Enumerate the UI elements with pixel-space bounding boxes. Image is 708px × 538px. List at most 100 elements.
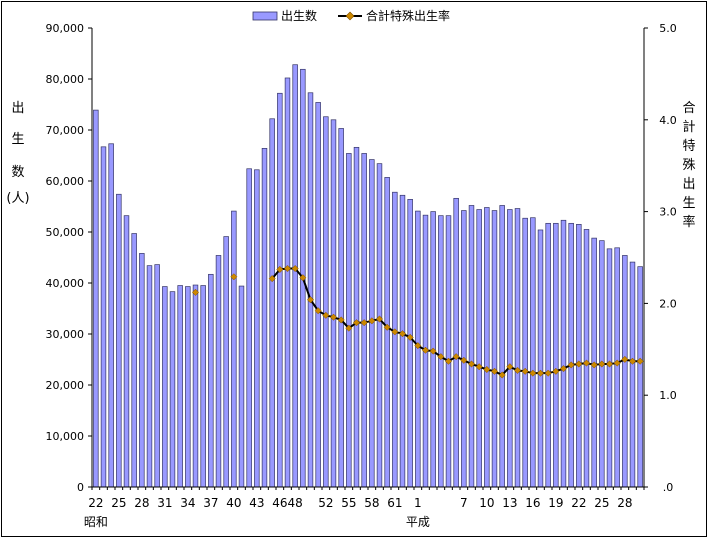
rate-point	[230, 273, 238, 281]
x-tick-label: 52	[318, 496, 333, 510]
rate-point	[559, 365, 568, 373]
rate-point	[375, 315, 384, 323]
legend-bar-swatch	[252, 11, 278, 21]
bar	[392, 191, 398, 488]
line-series	[191, 264, 644, 379]
bar	[323, 116, 329, 488]
bar	[292, 64, 298, 488]
rate-point	[483, 365, 491, 374]
bar	[583, 229, 590, 488]
y-right-axis-label: 特	[682, 139, 695, 154]
x-tick-label: 31	[157, 496, 172, 510]
rate-point	[299, 274, 307, 282]
bar	[177, 285, 183, 488]
y-right-tick-label: .0	[663, 481, 674, 494]
bar	[622, 255, 628, 488]
x-tick-label: 25	[594, 496, 609, 510]
bar	[131, 233, 137, 488]
x-tick-label: 22	[88, 496, 103, 510]
bar	[139, 253, 145, 488]
bar	[407, 199, 413, 488]
y-left-tick-label: 20,000	[46, 379, 85, 392]
bar	[445, 215, 452, 488]
rate-point	[529, 369, 537, 377]
rate-point	[567, 361, 575, 369]
rate-point	[337, 316, 345, 324]
x-tick-label: 19	[548, 496, 563, 510]
bar	[123, 215, 130, 488]
y-right-tick-label: 1.0	[659, 389, 677, 402]
rate-point	[329, 313, 338, 321]
x-tick-label: 13	[502, 496, 517, 510]
rate-point	[498, 371, 506, 379]
rate-point	[590, 361, 598, 369]
bar	[606, 248, 613, 488]
bar	[223, 236, 229, 488]
rate-point	[306, 296, 315, 304]
bar	[507, 209, 513, 488]
x-tick-label: 46	[272, 496, 287, 510]
rate-point	[444, 357, 453, 365]
bar	[208, 273, 214, 488]
bar	[346, 153, 352, 488]
bar	[254, 169, 260, 488]
rate-point	[314, 307, 322, 315]
bar	[476, 209, 482, 488]
y-right-tick-label: 4.0	[659, 114, 677, 127]
bar	[499, 205, 505, 488]
rate-point	[506, 363, 514, 371]
x-tick-label: 43	[249, 496, 264, 510]
bar	[192, 284, 199, 488]
rate-point	[429, 347, 437, 355]
bar	[185, 286, 191, 488]
rate-point	[598, 360, 606, 368]
bar	[491, 210, 498, 488]
bar	[307, 92, 314, 488]
bar	[353, 146, 360, 488]
rate-point	[605, 360, 614, 368]
rate-point	[191, 288, 200, 296]
x-tick-label: 58	[364, 496, 379, 510]
y-left-tick-label: 40,000	[46, 277, 85, 290]
bar	[545, 222, 551, 488]
bar	[461, 210, 467, 488]
rate-point	[452, 353, 460, 361]
x-tick-label: 7	[460, 496, 468, 510]
bar	[108, 143, 114, 488]
x-tick-label: 25	[111, 496, 126, 510]
bar	[438, 215, 444, 488]
bar	[169, 291, 176, 488]
bar	[215, 255, 222, 488]
rate-point	[345, 324, 353, 332]
x-tick-label: 61	[387, 496, 402, 510]
y-left-axis-label: 出	[11, 101, 24, 116]
y-left-tick-label: 30,000	[46, 328, 85, 341]
legend: 出生数 合計特殊出生率	[252, 8, 450, 23]
rate-point	[582, 359, 591, 367]
x-tick-label: 1	[414, 496, 422, 510]
bar	[154, 264, 160, 488]
rate-point	[536, 369, 545, 377]
rate-point	[268, 275, 276, 283]
bar	[246, 168, 252, 488]
y-right-axis-label: 合	[682, 101, 695, 116]
rate-point	[475, 363, 483, 371]
y-right-tick-label: 2.0	[659, 297, 677, 310]
x-tick-label: 28	[617, 496, 632, 510]
bar	[284, 77, 291, 488]
y-left-axis-label: 数	[11, 165, 24, 180]
bar	[93, 109, 99, 488]
era-label: 昭和	[84, 515, 108, 529]
rate-point	[406, 333, 414, 341]
bar	[514, 208, 521, 488]
rate-point	[421, 346, 430, 354]
y-right-axis-label: 出	[682, 177, 695, 192]
bar	[146, 265, 153, 488]
y-left-axis-label: 生	[11, 132, 24, 147]
y-left-tick-label: 0	[77, 481, 84, 494]
bar	[637, 266, 643, 488]
y-left-axis-label: (人)	[6, 191, 29, 206]
rate-point	[437, 353, 445, 361]
bar	[200, 285, 206, 488]
